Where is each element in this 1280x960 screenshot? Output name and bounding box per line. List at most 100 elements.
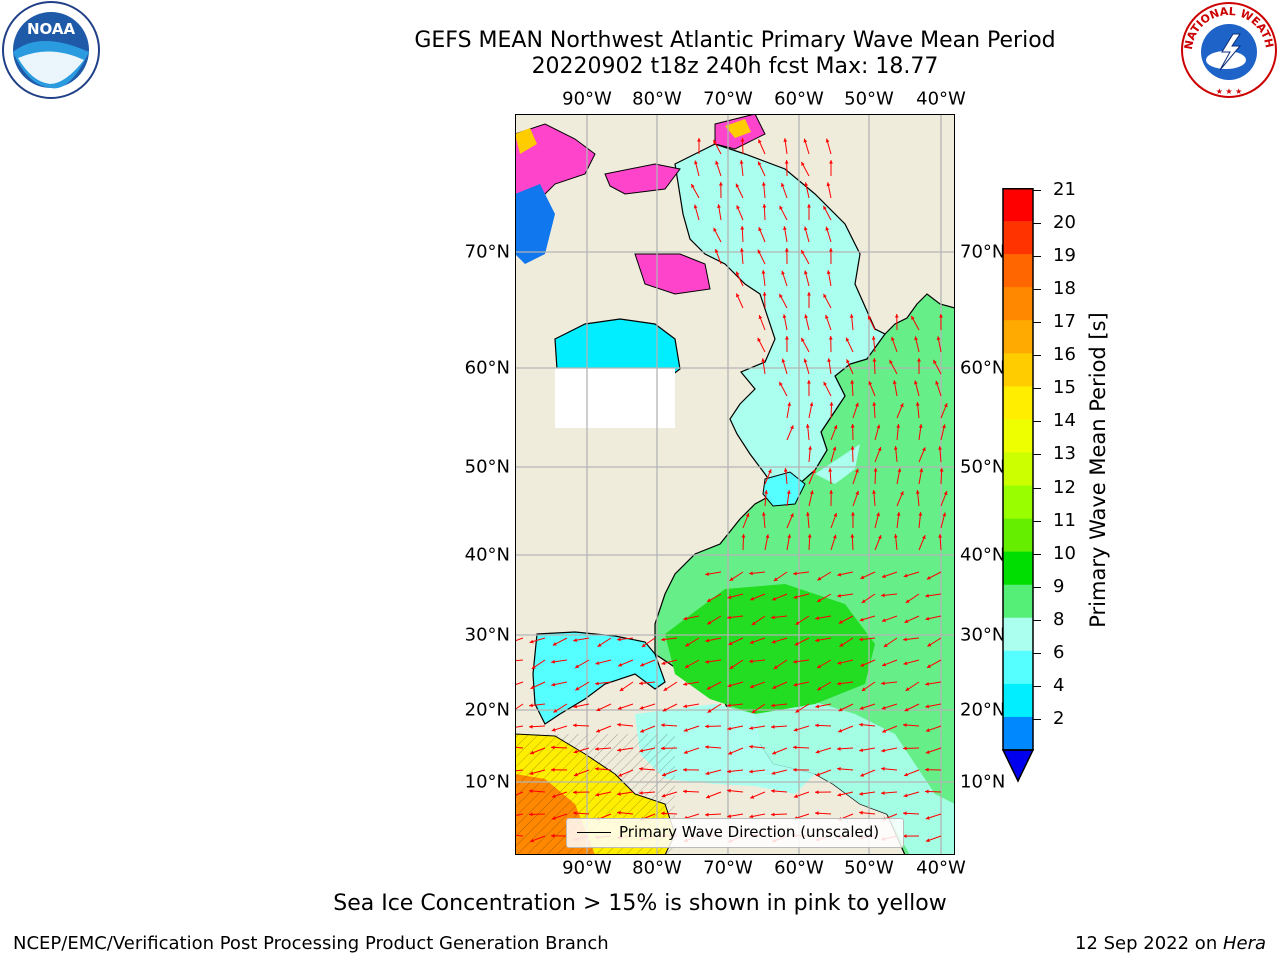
wave-arrow-head <box>762 292 767 296</box>
wave-arrow-head <box>859 706 864 710</box>
wave-arrow-head <box>618 663 623 667</box>
wave-arrow-head <box>705 572 709 576</box>
wave-arrow-head <box>596 707 601 712</box>
lat-label-right: 50°N <box>960 456 1006 478</box>
colorbar-swatch <box>1003 716 1033 751</box>
wave-arrow-head <box>809 402 814 407</box>
colorbar-swatch <box>1003 518 1033 553</box>
wave-arrow-head <box>900 403 904 408</box>
wave-arrow-head <box>750 684 754 689</box>
lat-label-left: 60°N <box>464 357 510 379</box>
wave-arrow-head <box>826 270 831 275</box>
wave-arrow-head <box>850 424 855 428</box>
wave-arrow-head <box>530 685 535 689</box>
wave-arrow-head <box>859 722 863 727</box>
wave-arrow-head <box>794 641 799 646</box>
wave-arrow-head <box>881 618 886 622</box>
colorbar-tick-label: 6 <box>1053 641 1065 663</box>
wave-arrow-head <box>892 380 897 385</box>
wave-arrow-head <box>617 706 622 710</box>
wave-arrow-head <box>889 359 893 364</box>
wave-arrow-head <box>639 705 644 710</box>
wave-arrow-head <box>801 250 805 254</box>
wave-arrow-head <box>683 789 687 794</box>
colorbar-swatch <box>1003 287 1033 321</box>
lon-label-bottom: 80°W <box>632 857 682 879</box>
colorbar-tick-label: 20 <box>1053 212 1076 234</box>
wave-arrow-head <box>727 726 732 731</box>
wave-arrow-head <box>894 314 899 318</box>
wave-arrow-head <box>573 790 577 795</box>
wave-arrow-head <box>715 160 719 165</box>
wave-arrow-head <box>552 642 557 646</box>
arctic-open-water <box>515 184 555 264</box>
wave-arrow-head <box>618 773 623 777</box>
wave-arrow-head <box>850 380 855 384</box>
wave-arrow-head <box>881 706 886 710</box>
wave-arrow-head <box>781 270 785 275</box>
wave-arrow-head <box>861 687 866 691</box>
wave-arrow-head <box>773 577 778 581</box>
wave-arrow-head <box>529 703 533 708</box>
colorbar-tick-mark <box>1033 652 1041 654</box>
wave-arrow-head <box>804 270 808 275</box>
wave-arrow-head <box>808 446 812 450</box>
wave-arrow-head <box>661 723 665 728</box>
wave-arrow-head <box>705 659 709 664</box>
wave-arrow-head <box>828 336 833 340</box>
wave-arrow-head <box>925 682 929 686</box>
wave-arrow-head <box>801 337 805 342</box>
wave-arrow-head <box>761 512 766 516</box>
wave-arrow-head <box>859 617 864 622</box>
wave-arrow-head <box>873 468 878 472</box>
wave-arrow-head <box>851 512 855 516</box>
wave-arrow-head <box>783 226 787 230</box>
wave-arrow-head <box>807 204 811 208</box>
wave-arrow-head <box>793 768 797 772</box>
wave-arrow-head <box>918 424 923 428</box>
wave-arrow-head <box>771 703 775 708</box>
wave-arrow-head <box>771 771 776 775</box>
wave-arrow-head <box>925 616 930 621</box>
wave-arrow-head <box>573 723 577 728</box>
colorbar-tick-mark <box>1033 256 1041 258</box>
colorbar-tick-label: 12 <box>1053 476 1076 498</box>
colorbar-swatch <box>1003 452 1033 487</box>
wave-arrow-head <box>783 138 788 142</box>
wave-arrow-head <box>893 446 898 450</box>
wave-arrow-head <box>784 248 789 252</box>
lat-label-right: 20°N <box>960 699 1006 721</box>
wave-arrow-head <box>919 468 924 473</box>
wave-arrow-head <box>837 746 841 751</box>
wave-arrow-head <box>897 468 902 473</box>
wave-arrow-head <box>829 402 834 406</box>
wave-arrow-head <box>812 469 816 474</box>
wave-arrow-head <box>926 576 931 580</box>
chart-subtitle: 20220902 t18z 240h fcst Max: 18.77 <box>531 54 939 79</box>
wave-arrow-head <box>891 336 895 341</box>
colorbar-tick-mark <box>1033 421 1041 423</box>
wave-arrow-head <box>861 599 866 603</box>
wave-arrow-head <box>741 534 746 538</box>
gulf-st-lawrence <box>762 471 806 507</box>
wave-arrow-head <box>780 183 785 187</box>
colorbar-tick-mark <box>1033 223 1041 225</box>
wave-arrow-head <box>529 789 533 793</box>
wave-arrow-head <box>683 616 688 621</box>
wave-arrow-head <box>815 749 820 754</box>
wave-arrow-head <box>735 183 740 188</box>
colorbar-swatch <box>1003 617 1033 652</box>
wave-arrow-head <box>876 512 880 517</box>
wave-arrow-head <box>661 746 665 751</box>
colorbar-tick-label: 13 <box>1053 443 1076 465</box>
wave-arrow-head <box>903 811 907 816</box>
wave-arrow-head <box>529 812 533 817</box>
colorbar-swatches <box>1001 188 1035 783</box>
wave-arrow-head <box>827 358 831 362</box>
colorbar-tick-label: 15 <box>1053 377 1076 399</box>
wave-arrow-head <box>784 160 789 164</box>
wave-arrow-head <box>815 811 819 816</box>
legend-line-sample <box>577 832 611 833</box>
wave-arrow-head <box>757 337 761 342</box>
wave-arrow-head <box>838 728 843 733</box>
